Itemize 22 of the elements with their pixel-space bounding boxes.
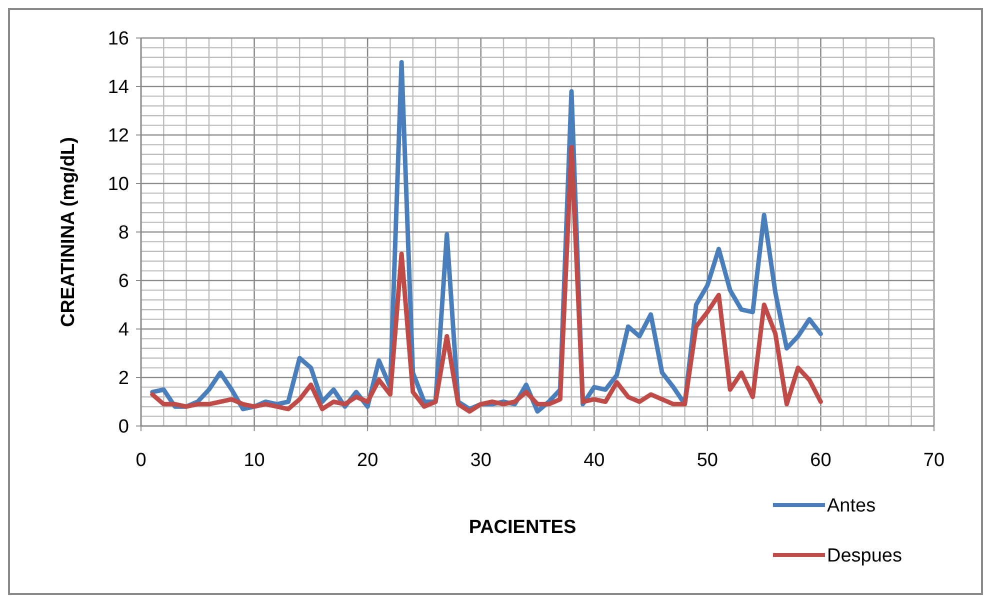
x-axis-title: PACIENTES — [468, 517, 576, 538]
y-tick-label: 12 — [108, 126, 129, 147]
x-tick-label: 50 — [696, 450, 718, 471]
y-tick-label: 0 — [118, 416, 129, 438]
x-tick-label: 20 — [357, 450, 378, 471]
y-tick-label: 16 — [108, 28, 129, 50]
x-tick-label: 10 — [244, 450, 265, 471]
y-tick-label: 4 — [118, 320, 130, 341]
legend-label: Despues — [827, 546, 902, 567]
y-tick-label: 10 — [108, 174, 129, 196]
x-tick-label: 0 — [136, 450, 146, 471]
x-tick-label: 60 — [810, 450, 832, 471]
y-tick-label: 8 — [118, 222, 129, 244]
legend-label: Antes — [827, 496, 876, 517]
y-tick-label: 14 — [108, 77, 130, 98]
x-tick-label: 40 — [584, 450, 605, 471]
y-axis-title: CREATININA (mg/dL) — [58, 137, 79, 327]
x-tick-label: 30 — [470, 450, 492, 471]
x-tick-label: 70 — [923, 450, 945, 471]
y-tick-label: 6 — [118, 271, 129, 292]
y-tick-label: 2 — [118, 368, 129, 390]
line-series — [150, 144, 823, 414]
